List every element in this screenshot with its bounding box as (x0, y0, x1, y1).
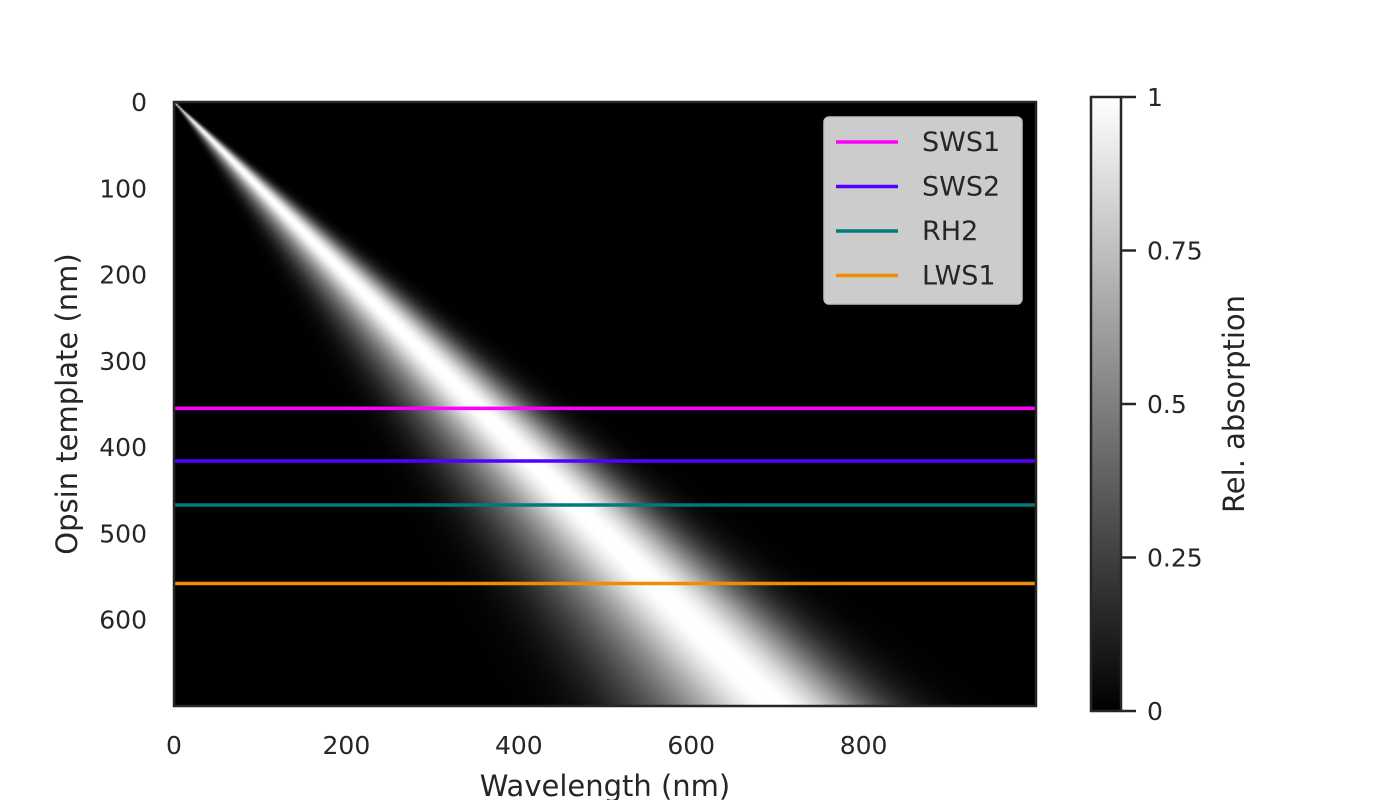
y-axis-ticks: 0 100 200 300 400 500 600 (99, 88, 147, 635)
colorbar-label: Rel. absorption (1217, 295, 1251, 513)
legend-label-sws2: SWS2 (922, 172, 1000, 203)
y-tick-label: 200 (99, 261, 147, 290)
legend-label-sws1: SWS1 (922, 127, 1000, 158)
plot-frame (172, 100, 1038, 708)
legend: SWS1 SWS2 RH2 LWS1 (823, 116, 1023, 305)
x-tick-label: 200 (323, 731, 371, 760)
x-tick-label: 400 (495, 731, 543, 760)
opsin-lines (174, 406, 1036, 586)
colorbar-tick-label: 0.75 (1147, 237, 1203, 266)
colorbar-tick-label: 0.5 (1147, 390, 1187, 419)
legend-label-lws1: LWS1 (922, 261, 996, 292)
y-axis-label: Opsin template (nm) (50, 253, 84, 554)
legend-label-rh2: RH2 (922, 216, 978, 247)
y-tick-label: 0 (131, 88, 147, 117)
x-tick-label: 0 (166, 731, 182, 760)
x-axis-ticks: 0 200 400 600 800 (166, 731, 887, 760)
colorbar (1089, 95, 1123, 713)
y-tick-label: 600 (99, 606, 147, 635)
y-tick-label: 500 (99, 519, 147, 548)
y-tick-label: 400 (99, 433, 147, 462)
y-tick-label: 300 (99, 347, 147, 376)
colorbar-tick-label: 0 (1147, 697, 1163, 726)
legend-box (823, 116, 1023, 305)
x-tick-label: 600 (667, 731, 715, 760)
colorbar-tick-label: 0.25 (1147, 544, 1203, 573)
colorbar-ticks: 0 0.25 0.5 0.75 1 (1121, 83, 1203, 726)
x-axis-label: Wavelength (nm) (480, 769, 731, 800)
x-tick-label: 800 (840, 731, 888, 760)
colorbar-tick-label: 1 (1147, 83, 1163, 112)
y-tick-label: 100 (99, 174, 147, 203)
